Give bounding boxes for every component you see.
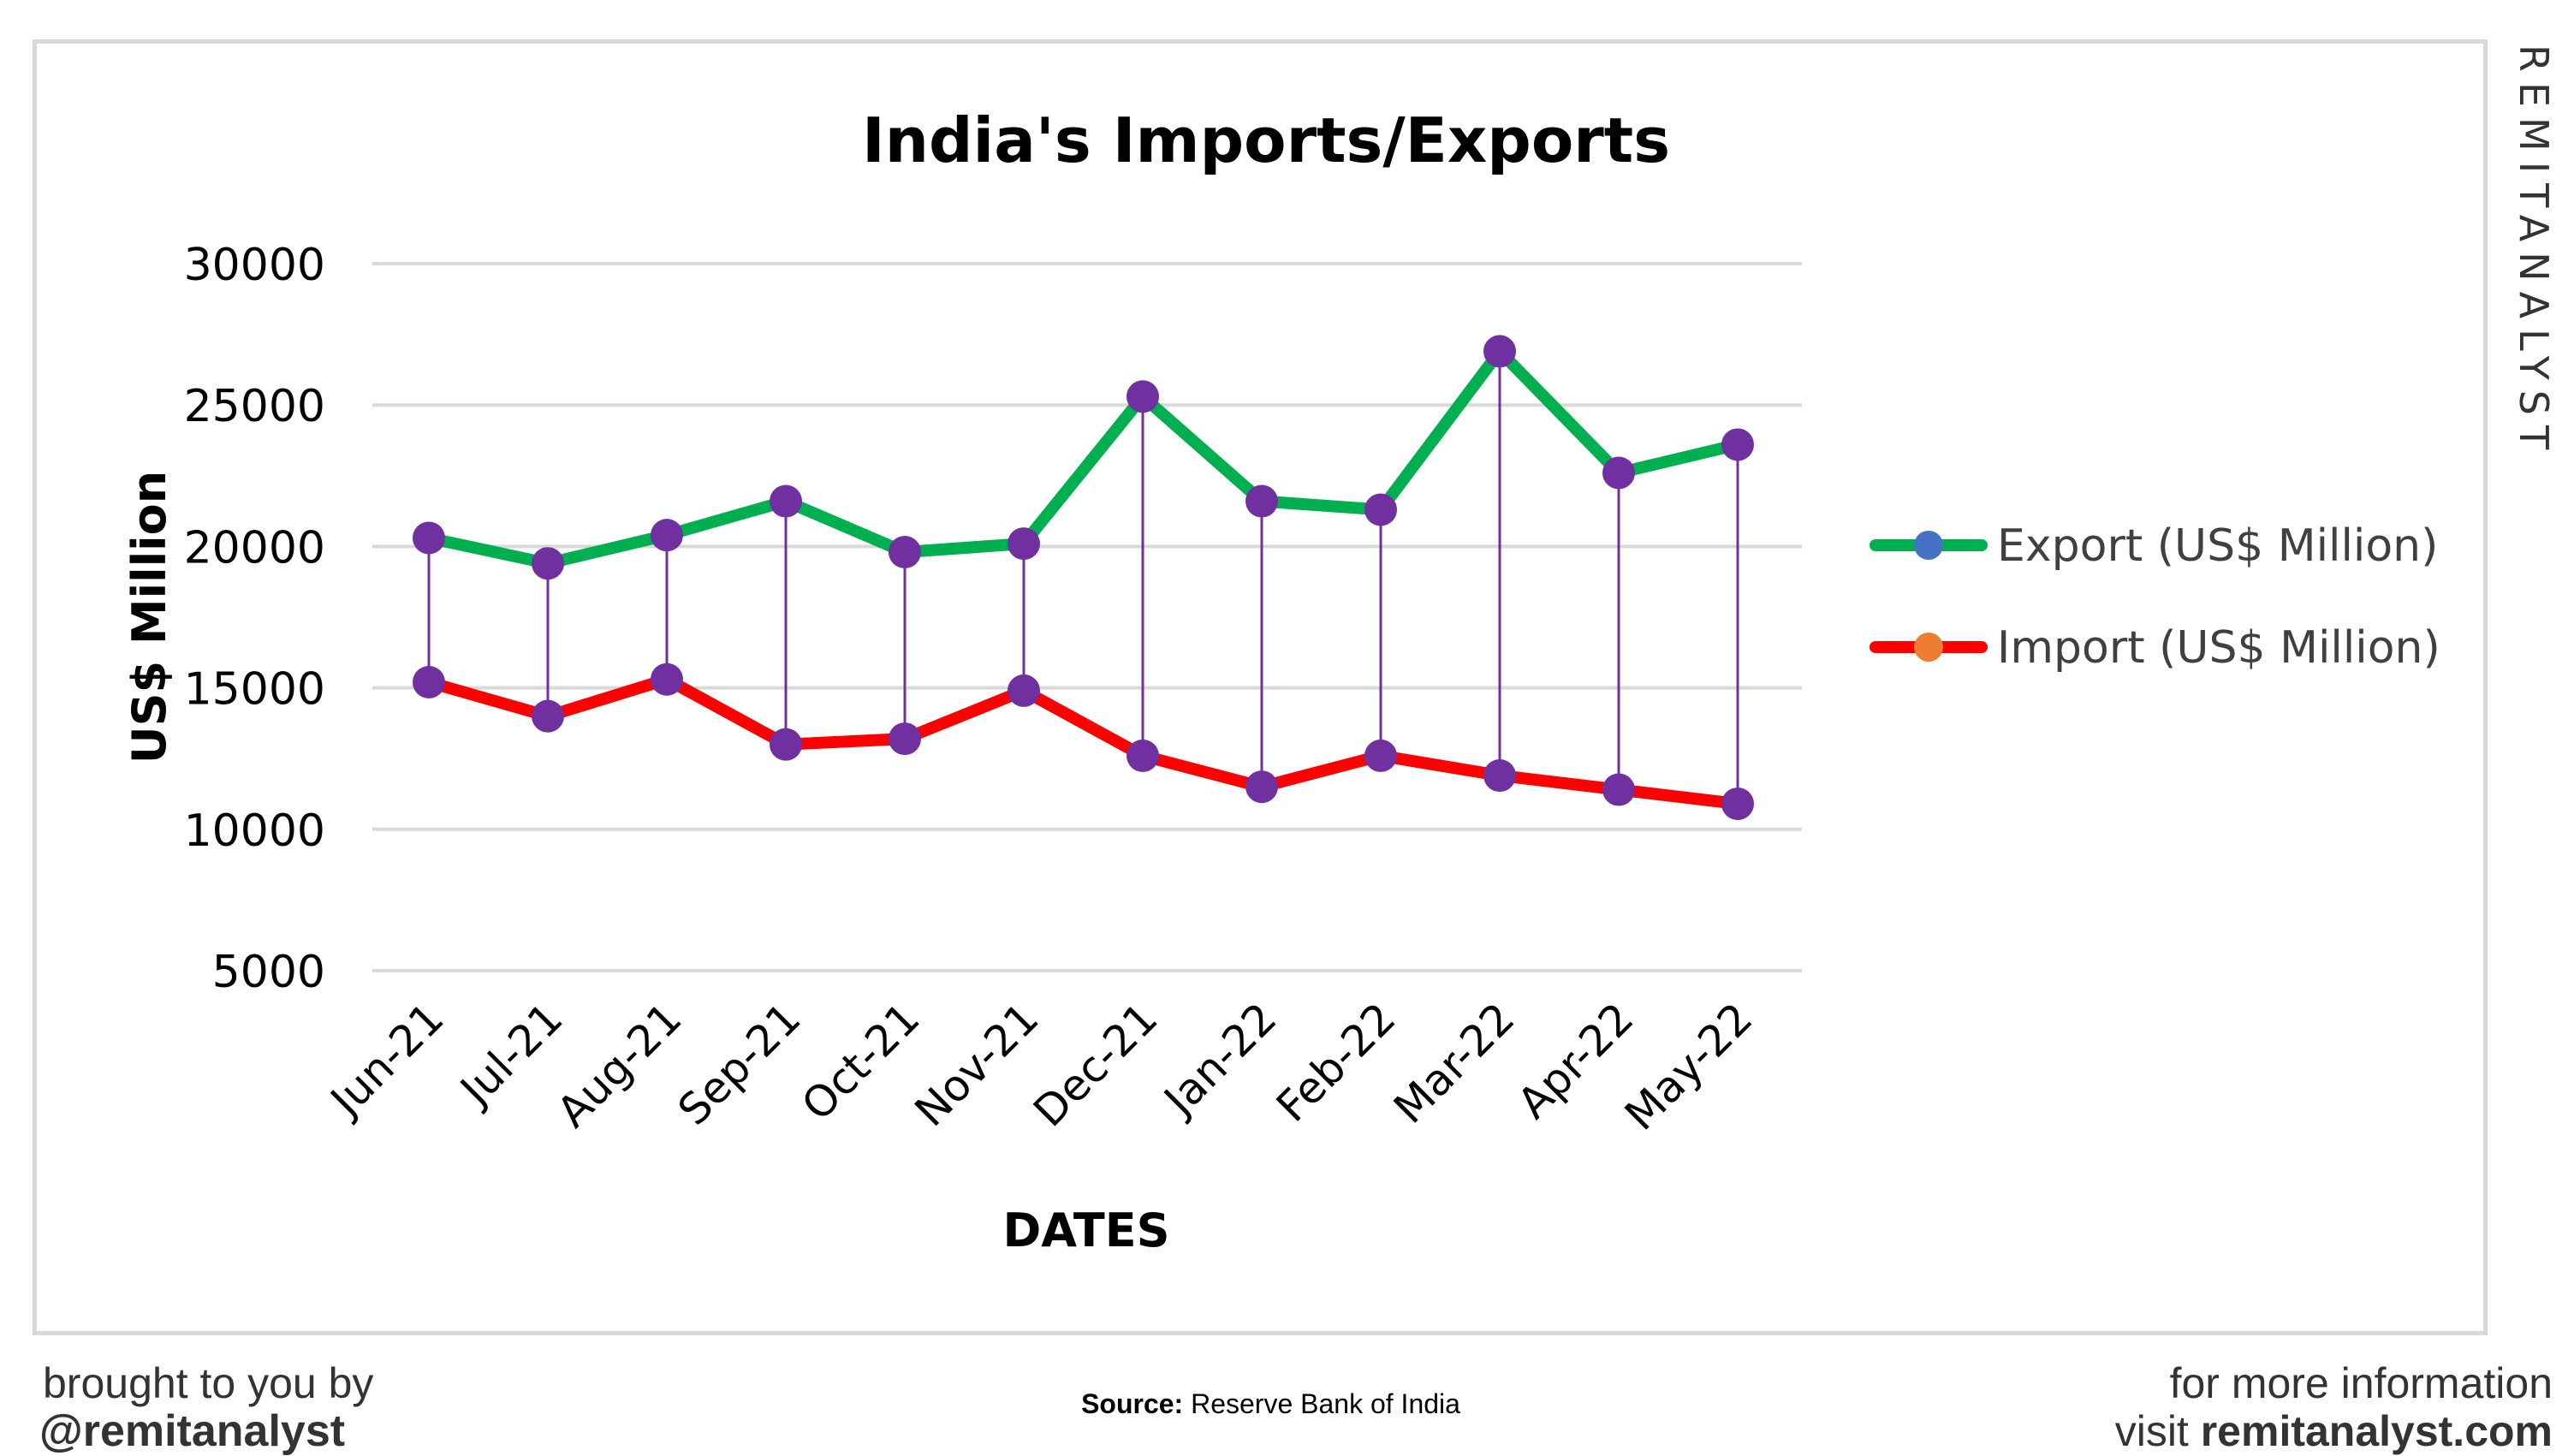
x-axis-label: DATES [1002, 1203, 1169, 1257]
series-markers [413, 335, 1754, 821]
import-point [770, 728, 802, 761]
export-point [1364, 493, 1397, 526]
chart-area: India's Imports/Exports 5000 10000 15000 20… [122, 104, 2440, 1257]
x-tick-label: May-22 [1615, 993, 1762, 1139]
chart-frame: India's Imports/Exports 5000 10000 15000 20… [33, 39, 2488, 1335]
export-point [1245, 484, 1278, 518]
x-tick-label: Jun-21 [319, 993, 453, 1126]
y-axis-label: US$ Million [122, 471, 176, 764]
export-point [413, 521, 445, 555]
gridlines [372, 262, 1802, 972]
import-point [532, 699, 564, 733]
y-axis-ticks: 5000 10000 15000 20000 25000 30000 [184, 240, 325, 998]
import-point [1721, 787, 1754, 821]
export-point [889, 536, 921, 569]
x-tick-label: Sep-21 [669, 993, 810, 1134]
export-point [770, 484, 802, 518]
x-axis-ticks: Jun-21Jul-21Aug-21Sep-21Oct-21Nov-21Dec-… [319, 993, 1762, 1139]
x-tick-label: Nov-21 [906, 993, 1049, 1136]
export-line [423, 345, 1744, 570]
footer-website-link[interactable]: remitanalyst.com [2200, 1407, 2553, 1455]
legend-export-label: Export (US$ Million) [1997, 520, 2438, 572]
x-tick-label: Oct-21 [793, 993, 930, 1130]
brand-vertical-text: REMITANALYST [2511, 45, 2564, 490]
import-point [1602, 773, 1635, 806]
legend-export-marker [1914, 531, 1943, 560]
gap-lines [427, 351, 1739, 805]
import-point [1008, 674, 1040, 707]
y-tick-label: 15000 [184, 664, 325, 716]
footer-right: for more information visit remitanalyst.… [2115, 1359, 2553, 1455]
y-tick-label: 25000 [184, 381, 325, 432]
import-point [1245, 770, 1278, 804]
x-tick-label: Dec-21 [1024, 993, 1167, 1136]
export-point [1721, 428, 1754, 461]
footer-source: Source: Reserve Bank of India [0, 1388, 2541, 1420]
import-point [1483, 759, 1516, 793]
import-point [889, 722, 921, 756]
import-point [413, 665, 445, 698]
y-tick-label: 10000 [184, 805, 325, 857]
import-point [1126, 739, 1159, 772]
legend-import-marker [1914, 633, 1943, 662]
footer-visit-prefix: visit [2114, 1407, 2201, 1455]
source-label: Source: [1081, 1388, 1184, 1419]
x-tick-label: Jan-22 [1153, 993, 1286, 1126]
export-point [1483, 335, 1516, 368]
y-tick-label: 20000 [184, 522, 325, 573]
chart-title: India's Imports/Exports [862, 104, 1670, 176]
export-point [1602, 456, 1635, 490]
brand-name: REMITANALYST [2511, 45, 2557, 461]
y-tick-label: 5000 [212, 947, 325, 998]
source-text: Reserve Bank of India [1191, 1388, 1460, 1419]
import-point [651, 663, 683, 696]
legend-import-label: Import (US$ Million) [1997, 622, 2440, 674]
series-lines [423, 345, 1744, 811]
footer-visit: visit remitanalyst.com [2115, 1407, 2553, 1455]
x-tick-label: Feb-22 [1267, 993, 1405, 1131]
import-point [1364, 739, 1397, 772]
y-tick-label: 30000 [184, 240, 325, 291]
export-point [1008, 527, 1040, 561]
legend: Export (US$ Million) Import (US$ Million) [1870, 520, 2440, 674]
x-tick-label: Aug-21 [548, 993, 692, 1137]
footer-brought-by: brought to you by [43, 1359, 374, 1407]
export-point [532, 547, 564, 580]
export-point [651, 519, 683, 552]
export-point [1126, 380, 1159, 413]
footer-more-info: for more information [2169, 1359, 2553, 1407]
x-tick-label: Mar-22 [1384, 993, 1524, 1132]
import-line [423, 673, 1744, 811]
